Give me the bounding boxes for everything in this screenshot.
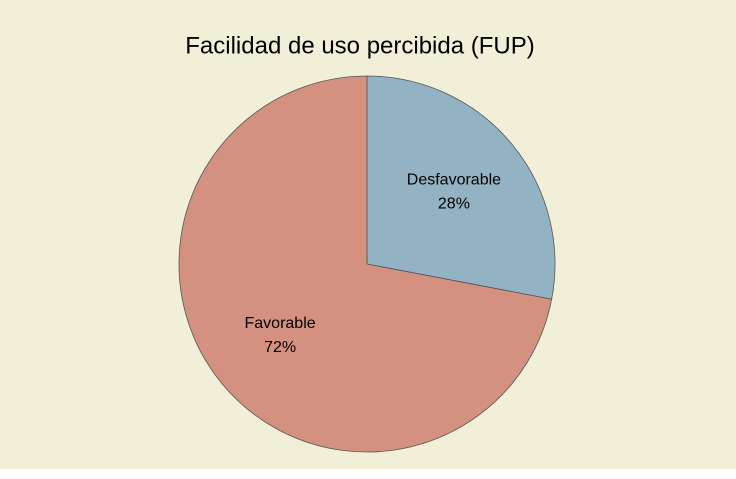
slice-label: Favorable (245, 315, 316, 332)
pie-slice (366, 75, 556, 300)
chart-title: Facilidad de uso percibida (FUP) (185, 32, 535, 59)
slice-value-label: 72% (264, 339, 296, 356)
slice-label: Desfavorable (407, 171, 501, 188)
pie-slice (178, 75, 553, 453)
slice-value-label: 28% (438, 195, 470, 212)
